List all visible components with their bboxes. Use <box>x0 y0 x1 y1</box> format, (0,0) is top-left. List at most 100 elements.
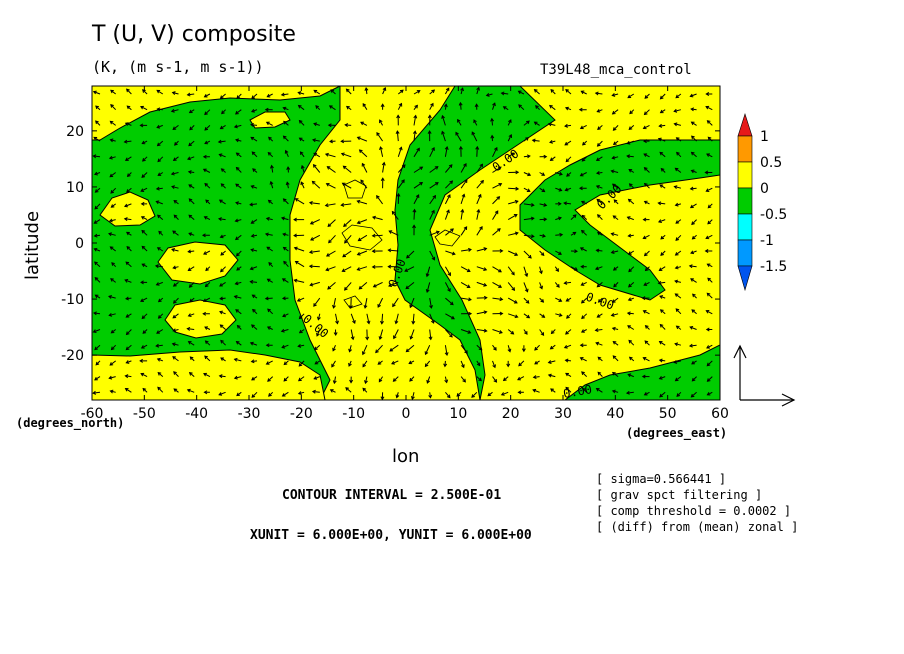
wind-vector-head <box>379 146 383 151</box>
wind-vector <box>219 375 226 378</box>
wind-vector <box>643 357 650 362</box>
wind-vector-head <box>707 204 712 209</box>
wind-vector-head <box>294 261 299 265</box>
wind-vector-head <box>126 173 131 178</box>
wind-vector <box>141 172 148 178</box>
wind-vector <box>412 313 415 324</box>
wind-vector-head <box>236 267 240 271</box>
wind-vector <box>660 250 666 256</box>
wind-vector-head <box>432 194 436 199</box>
wind-vector-head <box>170 171 175 176</box>
wind-vector-head <box>659 295 664 299</box>
wind-vector-head <box>217 217 222 222</box>
wind-vector <box>476 376 482 382</box>
wind-vector-head <box>140 372 145 377</box>
wind-vector-head <box>674 293 679 297</box>
wind-vector-head <box>282 135 287 140</box>
wind-vector-head <box>392 378 397 382</box>
wind-vector-head <box>467 330 472 334</box>
wind-vector-head <box>204 355 208 360</box>
wind-vector-head <box>688 264 693 269</box>
wind-vector-head <box>506 363 511 368</box>
wind-vector-head <box>364 380 368 385</box>
wind-vector <box>501 92 509 95</box>
wind-vector-head <box>171 185 176 190</box>
wind-vector-head <box>675 308 680 313</box>
wind-vector-head <box>483 267 488 272</box>
wind-vector-head <box>270 164 274 169</box>
wind-vector-head <box>565 88 569 93</box>
wind-vector-head <box>610 232 615 237</box>
wind-vector <box>555 313 562 317</box>
wind-vector-head <box>706 345 710 349</box>
wind-vector <box>389 344 399 352</box>
wind-vector-head <box>595 341 600 346</box>
wind-vector-head <box>487 392 492 397</box>
wind-vector <box>507 134 512 142</box>
wind-vector-head <box>480 179 484 184</box>
wind-vector <box>492 344 497 351</box>
contour-loop-3 <box>343 295 363 309</box>
wind-vector-head <box>659 323 664 328</box>
wind-vector <box>628 266 635 272</box>
wind-vector <box>476 344 483 351</box>
wind-vector-head <box>363 304 368 309</box>
wind-vector-head <box>220 183 225 187</box>
wind-vector-head <box>335 320 339 325</box>
wind-vector <box>125 261 132 268</box>
wind-vector <box>310 281 320 286</box>
wind-vector-head <box>475 145 480 150</box>
wind-vector <box>267 308 274 315</box>
wind-vector-head <box>660 252 665 256</box>
wind-vector-head <box>282 198 287 203</box>
wind-vector-head <box>281 344 286 349</box>
wind-vector-head <box>541 188 546 193</box>
wind-vector <box>141 344 148 349</box>
wind-vector <box>141 313 148 319</box>
wind-vector-head <box>267 378 271 382</box>
wind-vector-head <box>642 235 647 240</box>
wind-vector <box>342 250 352 258</box>
wind-vector-head <box>174 141 178 146</box>
wind-vector-head <box>371 249 376 254</box>
wind-vector <box>391 211 399 220</box>
wind-vector <box>218 140 226 143</box>
wind-vector <box>476 266 487 271</box>
wind-vector-head <box>643 391 648 396</box>
wind-vector <box>461 249 472 252</box>
wind-vector-head <box>628 169 633 173</box>
wind-vector-head <box>375 349 379 354</box>
wind-vector <box>674 109 682 112</box>
wind-vector-head <box>579 172 584 177</box>
wind-vector <box>265 233 273 236</box>
wind-vector-head <box>613 283 617 288</box>
wind-vector <box>219 153 226 158</box>
wind-vector-head <box>427 130 432 134</box>
wind-vector-head <box>674 279 679 284</box>
wind-vector <box>285 150 289 158</box>
wind-vector-head <box>443 103 448 108</box>
wind-vector <box>460 329 471 334</box>
wind-vector <box>508 232 519 236</box>
wind-vector <box>267 152 274 158</box>
wind-vector <box>220 250 226 256</box>
wind-vector <box>173 214 179 220</box>
wind-vector-head <box>549 139 553 144</box>
wind-vector <box>140 297 148 302</box>
wind-vector-head <box>458 101 463 106</box>
wind-vector <box>157 214 164 220</box>
wind-vector-head <box>327 223 332 228</box>
wind-vector-head <box>447 194 451 198</box>
wind-vector <box>267 376 274 382</box>
wind-vector <box>388 281 399 287</box>
wind-vector-head <box>434 182 439 186</box>
wind-vector-head <box>124 157 129 161</box>
contour-blob-4 <box>249 111 291 129</box>
wind-vector <box>507 266 515 276</box>
wind-vector-head <box>463 162 467 167</box>
wind-vector <box>388 249 399 252</box>
wind-vector-head <box>460 87 464 92</box>
wind-vector-head <box>218 199 223 204</box>
wind-vector-head <box>413 114 418 119</box>
wind-vector-head <box>173 371 177 375</box>
